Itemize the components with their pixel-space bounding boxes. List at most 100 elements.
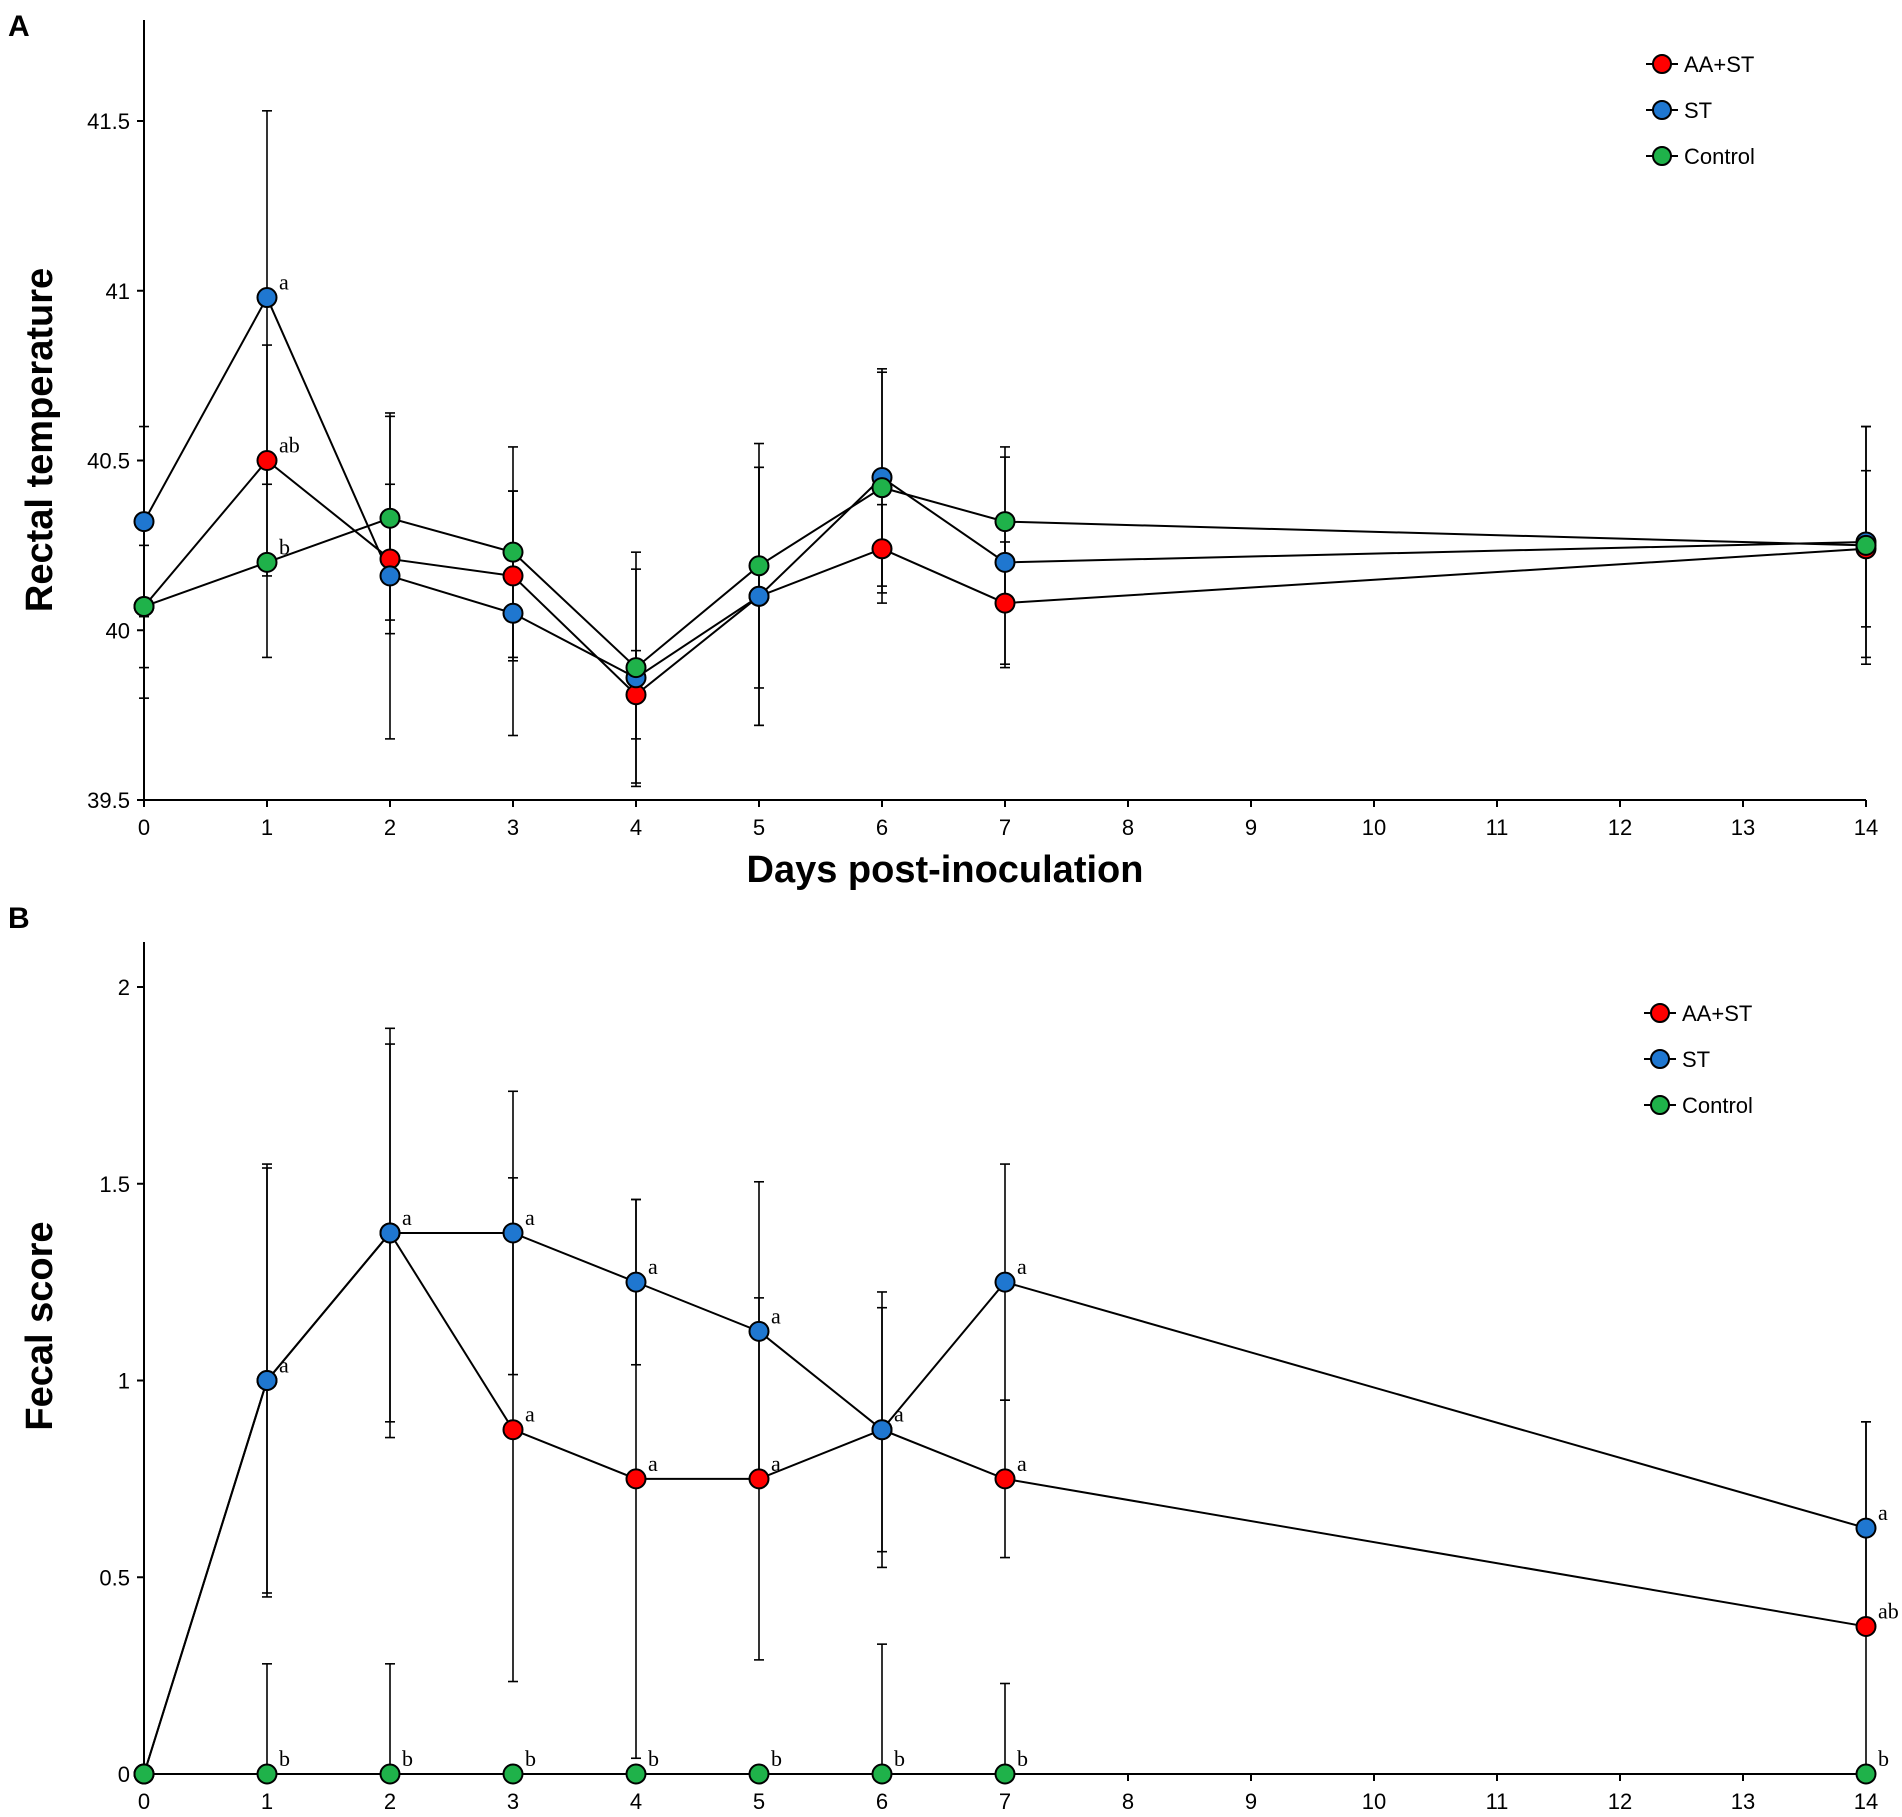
data-point [502, 541, 524, 563]
data-point [871, 1763, 893, 1785]
data-point [133, 511, 155, 533]
significance-label: b [648, 1746, 659, 1771]
data-point [994, 592, 1016, 614]
x-tick-label: 5 [753, 815, 765, 840]
legend-marker [1650, 1049, 1670, 1069]
significance-label: a [525, 1205, 535, 1230]
significance-label: b [894, 1746, 905, 1771]
x-tick-label: 13 [1731, 815, 1755, 840]
significance-label: a [894, 1402, 904, 1427]
data-point [994, 551, 1016, 573]
significance-label: a [279, 1353, 289, 1378]
y-tick-label: 2 [118, 975, 130, 1000]
significance-label: a [1878, 1500, 1888, 1525]
x-tick-label: 11 [1486, 1789, 1509, 1814]
legend-marker [1652, 54, 1672, 74]
x-tick-label: 7 [999, 815, 1011, 840]
x-tick-label: 9 [1245, 1789, 1257, 1814]
significance-label: b [279, 534, 290, 559]
data-point [625, 1468, 647, 1490]
x-tick-label: 10 [1362, 815, 1386, 840]
x-tick-label: 0 [138, 1789, 150, 1814]
x-tick-label: 12 [1608, 815, 1632, 840]
y-tick-label: 40 [106, 618, 130, 643]
significance-label: a [648, 1254, 658, 1279]
legend-marker [1650, 1003, 1670, 1023]
x-tick-label: 14 [1854, 815, 1878, 840]
data-point [502, 602, 524, 624]
data-point [256, 1370, 278, 1391]
y-tick-label: 0.5 [99, 1565, 130, 1590]
chart-fecal-score: 00.511.5201234567891011121314Days post-i… [19, 942, 1899, 1814]
data-point [994, 1763, 1016, 1785]
data-point [625, 1271, 647, 1293]
significance-label: b [1017, 1746, 1028, 1771]
data-point [133, 1763, 155, 1785]
data-point [748, 555, 770, 577]
data-point [1855, 1615, 1877, 1637]
x-tick-label: 10 [1362, 1789, 1386, 1814]
data-point [1855, 534, 1877, 556]
significance-label: a [402, 1205, 412, 1230]
y-tick-label: 40.5 [87, 449, 130, 474]
data-point [256, 287, 278, 309]
y-tick-label: 0 [118, 1762, 130, 1787]
significance-label: b [771, 1746, 782, 1771]
significance-label: ab [1878, 1598, 1899, 1623]
data-point [379, 1763, 401, 1785]
data-point [502, 565, 524, 587]
x-tick-label: 2 [384, 815, 396, 840]
data-point [256, 1763, 278, 1785]
data-point [1855, 1763, 1877, 1785]
x-tick-label: 3 [507, 815, 519, 840]
significance-label: a [1017, 1451, 1027, 1476]
data-point [379, 1222, 401, 1244]
data-point [625, 657, 647, 679]
x-tick-label: 8 [1122, 815, 1134, 840]
x-tick-label: 11 [1486, 815, 1509, 840]
data-point [748, 1320, 770, 1342]
y-tick-label: 39.5 [87, 788, 130, 813]
data-point [256, 551, 278, 573]
x-tick-label: 5 [753, 1789, 765, 1814]
data-point [994, 1468, 1016, 1490]
data-point [748, 585, 770, 607]
significance-label: ab [279, 433, 300, 458]
legend-label: AA+ST [1682, 1001, 1752, 1026]
data-point [748, 1763, 770, 1785]
data-point [256, 450, 278, 471]
data-point [133, 595, 155, 617]
data-point [502, 1222, 524, 1244]
legend-label: ST [1682, 1047, 1710, 1072]
y-axis-title: Fecal score [19, 1221, 61, 1430]
significance-label: b [525, 1746, 536, 1771]
x-tick-label: 12 [1608, 1789, 1632, 1814]
y-tick-label: 41.5 [87, 109, 130, 134]
x-tick-label: 14 [1854, 1789, 1878, 1814]
x-tick-label: 1 [261, 815, 273, 840]
legend-label: Control [1682, 1093, 1753, 1118]
x-tick-label: 8 [1122, 1789, 1134, 1814]
legend-marker [1652, 100, 1672, 120]
data-point [625, 1763, 647, 1785]
data-point [502, 1763, 524, 1785]
x-tick-label: 2 [384, 1789, 396, 1814]
data-point [871, 538, 893, 560]
significance-label: b [1878, 1746, 1889, 1771]
legend-label: Control [1684, 144, 1755, 169]
significance-label: a [279, 270, 289, 295]
panel-label-a: A [8, 10, 30, 43]
y-axis-title: Rectal temperature [19, 268, 61, 612]
data-point [379, 565, 401, 587]
x-tick-label: 1 [261, 1789, 273, 1814]
legend-marker [1652, 146, 1672, 166]
data-point [994, 511, 1016, 533]
significance-label: a [648, 1451, 658, 1476]
x-tick-label: 6 [876, 815, 888, 840]
data-point [994, 1271, 1016, 1293]
data-point [871, 477, 893, 499]
x-tick-label: 4 [630, 815, 642, 840]
legend-label: ST [1684, 98, 1712, 123]
